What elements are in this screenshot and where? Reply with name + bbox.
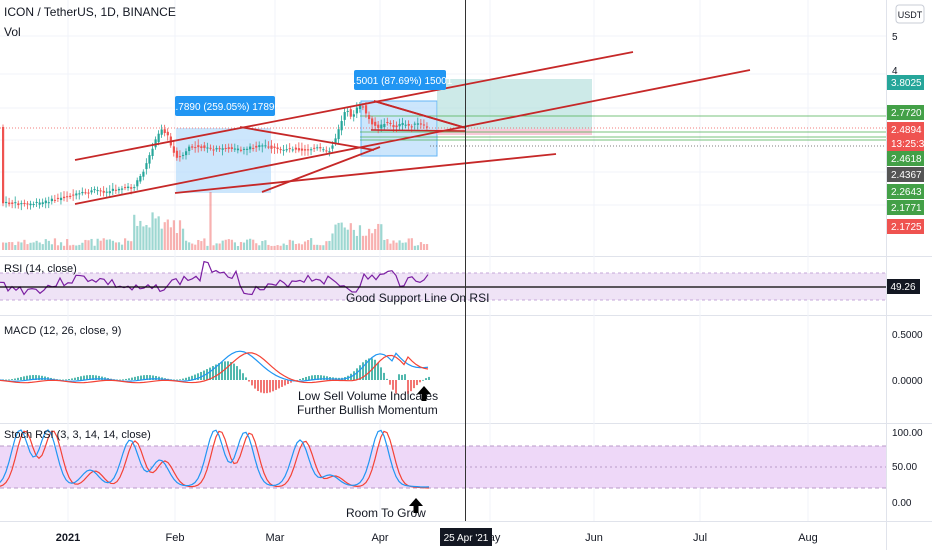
volume-label: Vol [4,25,21,39]
svg-text:3.8025: 3.8025 [891,78,922,89]
svg-text:25 Apr '21: 25 Apr '21 [444,533,489,544]
time-tick: Jun [585,532,603,544]
price-tick-4: 4 [892,66,898,77]
measure-label-1: 1.7890 (259.05%) 17890 [170,96,281,116]
stoch-annotation: Room To Grow [346,506,426,520]
arrow-up-icon [409,498,423,513]
svg-text:2.2643: 2.2643 [891,187,922,198]
measure-label-1-text: 1.7890 (259.05%) 17890 [170,102,281,113]
arrow-up-icon [417,386,431,401]
stoch-tick-50: 50.00 [892,462,917,473]
rsi-annotation: Good Support Line On RSI [346,291,489,305]
stoch-k-line [0,429,430,488]
position-target-zone [437,79,592,129]
trendlines [74,51,751,205]
macd-signal-line [0,352,429,384]
measure-box-1 [176,128,271,193]
currency-button-label: USDT [898,10,923,20]
svg-text:2.4894: 2.4894 [891,125,922,136]
price-label: 2.2643 [887,184,924,199]
rsi-line [0,260,429,296]
time-tick: Aug [798,532,818,544]
price-label: 2.4894 [887,122,924,137]
rsi-value-label: 49.26 [887,279,920,294]
measure-label-2: 1.5001 (87.69%) 15001 [348,70,453,90]
svg-text:13:25:33: 13:25:33 [891,139,930,150]
price-label: 2.4618 [887,151,924,166]
measure-label-2-text: 1.5001 (87.69%) 15001 [348,76,453,87]
measure-box-2 [360,100,438,157]
crosshair-date-label: 25 Apr '21 [440,528,492,546]
time-tick: Feb [166,532,185,544]
macd-tick-high: 0.5000 [892,330,923,341]
macd-title: MACD (12, 26, close, 9) [4,325,121,337]
stoch-tick-0: 0.00 [892,498,912,509]
horizontal-levels [0,115,886,147]
svg-text:2.1725: 2.1725 [891,222,922,233]
time-tick: Jul [693,532,707,544]
stoch-d-line [0,430,430,489]
svg-text:2.4367: 2.4367 [891,170,922,181]
time-tick: Mar [266,532,285,544]
volume-bars [2,192,429,250]
macd-tick-zero: 0.0000 [892,376,923,387]
time-tick: 2021 [56,532,80,544]
price-label: 2.1725 [887,219,924,234]
price-label: 2.4367 [887,167,924,182]
macd-annotation-line-1: Low Sell Volume Indicates [298,389,438,403]
stoch-band [0,446,886,488]
symbol-title: ICON / TetherUS, 1D, BINANCE [4,5,176,19]
macd-annotation-line-2: Further Bullish Momentum [297,403,438,417]
stoch-tick-100: 100.00 [892,428,923,439]
currency-button[interactable]: USDT [895,4,925,24]
price-label: 2.7720 [887,105,924,120]
price-labels: 3.8025 2.7720 2.4894 13:25:33 2.4618 2.4367 2.… [887,75,930,234]
svg-text:2.4618: 2.4618 [891,154,922,165]
price-tick-5: 5 [892,32,898,43]
svg-text:2.7720: 2.7720 [891,108,922,119]
svg-text:49.26: 49.26 [890,282,915,293]
price-label: 2.1771 [887,200,924,215]
macd-line [0,350,429,382]
time-tick: Apr [371,532,388,544]
price-label: 3.8025 [887,75,924,90]
stoch-title: Stoch RSI (3, 3, 14, 14, close) [4,429,151,441]
price-label: 13:25:33 [887,136,930,151]
time-axis: 2021FebMarAprMayJunJulAug [56,532,818,544]
price-candles [2,102,429,211]
rsi-title: RSI (14, close) [4,263,77,275]
svg-text:2.1771: 2.1771 [891,203,922,214]
